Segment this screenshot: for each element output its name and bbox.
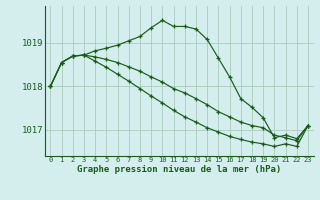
X-axis label: Graphe pression niveau de la mer (hPa): Graphe pression niveau de la mer (hPa)	[77, 165, 281, 174]
